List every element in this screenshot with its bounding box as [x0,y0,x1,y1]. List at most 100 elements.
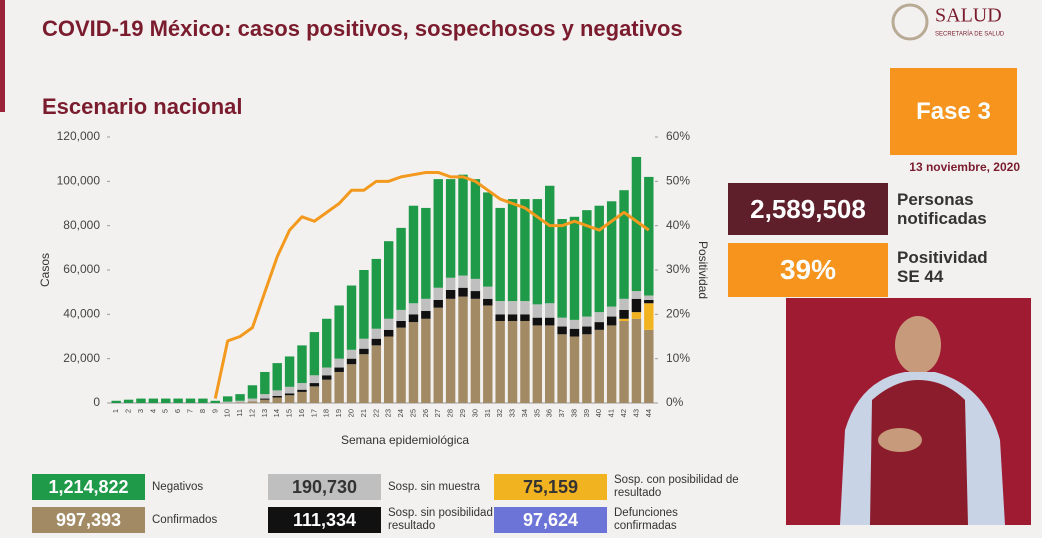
phase-box: Fase 3 [890,68,1017,155]
y-tick-label: 0 [93,395,100,409]
x-tick-label: 25 [408,409,417,417]
bar-segment [346,285,357,350]
bar-segment [606,316,617,326]
bar-segment [396,327,406,403]
bar-segment [433,287,443,300]
bar-segment [445,289,456,299]
bar-segment [408,314,419,323]
bar-segment [557,219,567,318]
bar-segment [470,179,481,279]
bar-segment [433,299,443,308]
bar-segment [260,398,270,400]
bar-segment [582,210,592,317]
bar-segment [520,314,530,321]
x-tick-label: 8 [198,409,207,413]
bar-segment [247,401,258,403]
bar-segment [458,174,468,276]
x-tick-label: 39 [582,409,591,417]
bar-segment [470,298,481,403]
bar-segment [532,325,543,403]
bar-segment [483,305,493,403]
bar-segment [421,311,431,319]
bar-segment [346,364,357,403]
bar-segment [520,199,530,302]
bar-segment [309,332,320,376]
bar-segment [619,298,629,310]
bar-segment [322,379,332,403]
bar-segment [545,185,555,304]
y-tick-label: 20,000 [63,351,100,365]
bar-segment [359,338,369,349]
x-tick-label: 18 [322,409,331,417]
bar-segment [644,329,654,403]
x-tick-label: 13 [260,409,269,417]
bar-segment [507,301,518,315]
bar-segment [396,309,406,321]
bar-segment [148,398,159,403]
bar-segment [408,205,419,304]
bar-segment [396,320,406,328]
x-tick-label: 4 [148,409,157,413]
phase: Fase 3 [916,97,991,125]
bar-segment [545,317,555,326]
bar-segment [631,298,642,313]
x-tick-label: 27 [433,409,442,417]
summary-label: Sosp. sin posibilidad de resultado [388,507,509,532]
bar-segment [334,371,344,403]
bar-segment [346,358,357,365]
x-tick-label: 17 [309,409,318,417]
bar-segment [383,318,394,330]
bar-segment [297,391,307,403]
bar-segment [359,348,369,355]
bar-segment [520,320,530,403]
deaths-label: Defunciones confirmadas [614,507,678,532]
bar-segment [235,400,245,403]
bar-segment [495,301,505,315]
bar-segment [606,306,617,317]
y-tick-label: 60,000 [63,262,100,276]
bar-segment [644,295,654,300]
bar-segment [284,386,295,394]
bar-segment [606,325,617,403]
bar-segment [557,334,567,403]
summary-total: 190,730 [268,474,381,500]
bar-segment [383,241,394,319]
bar-segment [260,371,270,395]
bar-segment [371,345,382,403]
bar-segment [644,176,654,296]
bar-segment [507,320,518,403]
bar-segment [594,205,604,313]
bar-segment [222,396,233,402]
bar-segment [309,386,320,403]
bar-segment [532,199,543,305]
bar-segment [495,320,505,403]
bar-segment [161,398,171,403]
logo: SALUD [935,5,1002,27]
bar-segment [198,398,208,403]
x-tick-label: 38 [569,409,578,417]
bar-segment [334,305,344,359]
bar-segment [136,398,146,403]
x-tick-label: 26 [421,409,430,417]
bar-segment [644,303,654,330]
bar-segment [371,328,382,339]
bar-segment [235,394,245,401]
bar-segment [322,367,332,376]
x-tick-label: 10 [223,409,232,417]
subtitle: Escenario nacional [42,94,243,119]
bar-segment [297,345,307,384]
bar-segment [532,317,543,326]
bar-segment [619,318,629,321]
interpreter-hands [878,428,922,452]
x-tick-label: 6 [173,409,182,413]
bar-segment [359,354,369,403]
x-axis-label: Semana epidemiológica [341,433,469,447]
y2-tick-label: 40% [666,218,690,232]
x-tick-label: 16 [297,409,306,417]
x-tick-label: 34 [520,409,529,417]
bar-segment [272,363,282,391]
notified-value: 2,589,508 [750,193,866,224]
x-tick-label: 12 [247,409,256,417]
bar-segment [247,385,258,399]
